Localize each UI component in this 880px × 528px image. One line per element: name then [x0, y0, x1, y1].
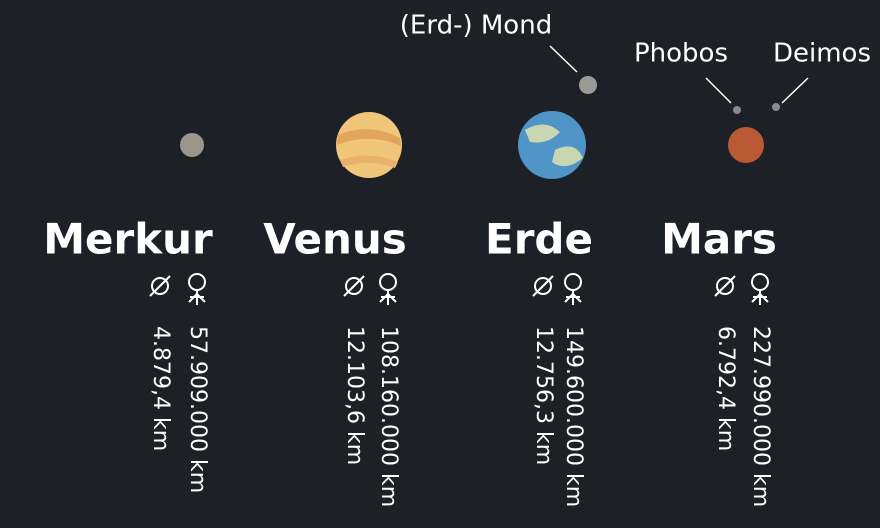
mars-image	[728, 127, 764, 163]
distance-label: 57.909.000 km	[185, 326, 210, 493]
deimos-image	[772, 103, 780, 111]
moon-label: Phobos	[634, 39, 728, 69]
infographic: (Erd-) Mond Phobos Deimos Merkur 57.909.0…	[0, 0, 880, 528]
diameter-label: 12.103,6 km	[342, 326, 367, 465]
diameter-label: 4.879,4 km	[148, 326, 173, 451]
venus-image	[336, 112, 402, 178]
moon-label: Deimos	[773, 39, 871, 69]
earth-image	[518, 111, 586, 179]
diameter-label: 12.756,3 km	[531, 326, 556, 465]
mercury-image	[180, 133, 204, 157]
moon-image	[579, 76, 597, 94]
distance-label: 108.160.000 km	[376, 326, 401, 507]
planet-name: Venus	[263, 215, 407, 264]
moon-label: (Erd-) Mond	[400, 11, 552, 41]
planet-name: Erde	[485, 215, 593, 264]
phobos-image	[733, 106, 741, 114]
distance-label: 227.990.000 km	[748, 326, 773, 507]
background	[0, 0, 880, 528]
diameter-label: 6.792,4 km	[713, 326, 738, 451]
distance-label: 149.600.000 km	[561, 326, 586, 507]
planet-name: Merkur	[43, 215, 213, 264]
planet-name: Mars	[661, 215, 777, 264]
